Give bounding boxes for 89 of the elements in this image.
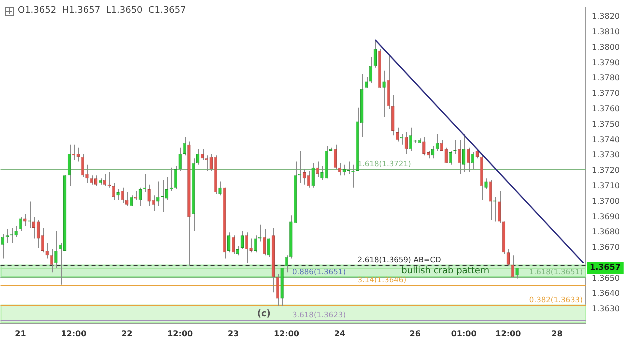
y-tick-label: 1.3800: [592, 42, 620, 52]
band-label: bullish crab pattern: [402, 266, 490, 276]
y-tick-label: 1.3720: [592, 166, 620, 176]
y-tick-label: 1.3790: [592, 58, 620, 68]
x-tick-label: 28: [552, 329, 564, 338]
y-tick-label: 1.3740: [592, 135, 620, 144]
candlestick: [392, 95, 395, 136]
candlestick: [1, 234, 5, 260]
candlestick: [24, 214, 27, 227]
candlestick: [312, 162, 315, 188]
candlestick: [178, 147, 182, 172]
candlestick: [506, 249, 510, 267]
candlestick: [466, 147, 470, 174]
y-tick-label: 1.3770: [592, 89, 620, 98]
candlestick: [68, 144, 72, 187]
y-tick-label: 1.3630: [592, 304, 620, 314]
x-tick-label: 12:00: [61, 329, 88, 338]
candlestick: [14, 226, 18, 238]
candlestick: [285, 255, 288, 274]
candlestick: [121, 187, 124, 204]
candlestick: [462, 134, 466, 174]
candlestick: [320, 166, 324, 181]
candlestick: [94, 175, 98, 187]
candlestick: [90, 175, 94, 186]
candlestick: [458, 140, 462, 175]
annotation: O1.3652 H1.3657 L1.3650 C1.3657: [18, 6, 186, 16]
candlestick: [156, 181, 160, 207]
candlestick: [254, 235, 258, 254]
y-tick-label: 1.3690: [592, 212, 620, 222]
y-tick-label: 1.3650: [592, 274, 620, 283]
x-tick-label: 23: [228, 329, 240, 338]
candlestick: [116, 188, 120, 201]
candlestick: [489, 180, 492, 221]
candlestick: [152, 195, 156, 212]
band-label: (c): [257, 310, 271, 320]
y-tick-label: 1.3640: [592, 289, 620, 298]
x-tick-label: 12:00: [496, 329, 522, 338]
candlestick: [174, 166, 178, 190]
y-tick-label: 1.3780: [592, 74, 620, 83]
candlestick: [46, 242, 49, 260]
candlestick: [262, 228, 266, 256]
candlestick: [240, 230, 244, 250]
candlestick: [86, 164, 89, 184]
y-tick-label: 1.3670: [592, 243, 620, 252]
candlestick: [218, 181, 222, 196]
candlestick: [50, 249, 53, 274]
y-tick-label: 1.3750: [592, 120, 620, 129]
candlestick: [250, 238, 253, 254]
x-tick-label: 12:00: [168, 329, 194, 338]
candlestick: [103, 174, 107, 187]
candlestick: [409, 127, 412, 152]
candlestick: [81, 154, 84, 178]
x-tick-label: 01:00: [451, 329, 478, 338]
candlestick: [126, 192, 129, 207]
candlestick: [54, 230, 58, 268]
candlestick: [383, 70, 386, 118]
candlestick: [316, 161, 320, 178]
x-tick-label: 24: [334, 329, 346, 338]
candlestick: [183, 136, 186, 156]
x-tick-label: 12:00: [274, 329, 300, 338]
candlestick: [276, 274, 280, 307]
candlestick: [449, 150, 452, 166]
candlestick: [245, 232, 248, 264]
candlestick: [404, 132, 408, 155]
y-tick-label: 1.3820: [592, 12, 620, 22]
y-tick-label: 1.3760: [592, 104, 620, 114]
candlestick: [112, 182, 116, 201]
candlestick: [485, 178, 488, 190]
candlestick: [471, 152, 475, 170]
y-tick-label: 1.3810: [592, 28, 620, 37]
y-tick-label: 1.3730: [592, 150, 620, 160]
candlestick: [19, 216, 22, 232]
y-tick-label: 1.3700: [592, 196, 620, 206]
annotation: 1.3657: [590, 263, 621, 272]
x-tick-label: 22: [122, 329, 133, 338]
candlestick: [148, 184, 151, 207]
x-tick-label: 26: [410, 329, 422, 338]
candlestick: [210, 154, 213, 172]
candlestick: [228, 232, 231, 254]
y-tick-label: 1.3680: [592, 228, 620, 237]
candlestick: [307, 170, 311, 188]
candlestick: [374, 40, 378, 68]
candlestick: [334, 144, 338, 170]
candlestick: [422, 136, 426, 156]
x-tick-label: 21: [15, 329, 27, 338]
y-tick-label: 1.3710: [592, 181, 620, 190]
candlestick: [444, 147, 448, 164]
candlestick: [352, 164, 355, 188]
candlestick: [232, 235, 236, 255]
